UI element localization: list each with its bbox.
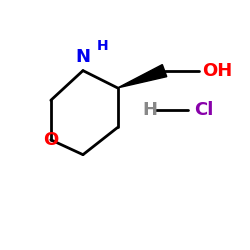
Text: N: N	[76, 48, 90, 66]
Text: OH: OH	[202, 62, 232, 80]
Text: Cl: Cl	[194, 101, 214, 119]
Text: O: O	[43, 131, 59, 149]
Polygon shape	[118, 64, 167, 88]
Text: H: H	[142, 101, 157, 119]
Text: H: H	[97, 39, 108, 53]
